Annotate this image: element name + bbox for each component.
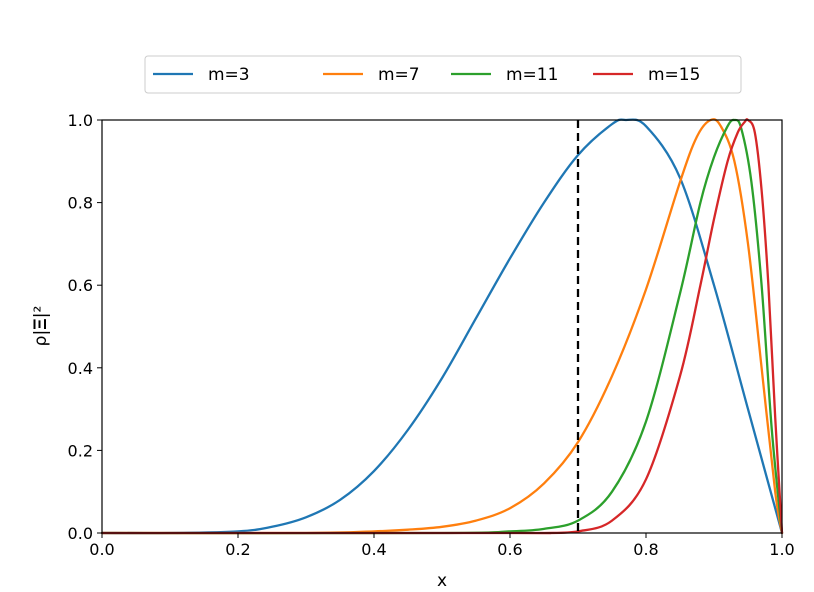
x-tick-label: 0.4: [361, 540, 386, 559]
y-tick-label: 1.0: [68, 111, 93, 130]
legend-label-m-11: m=11: [506, 65, 558, 85]
legend-label-m-15: m=15: [648, 65, 700, 85]
series-line-m-3: [100, 118, 784, 535]
y-tick-label: 0.2: [68, 441, 93, 460]
axis-ticks: 0.0 0.2 0.4 0.6 0.8 1.0 0.0 0.2 0.4 0.6 0.8 1.0: [68, 111, 795, 559]
y-tick-label: 0.4: [68, 359, 93, 378]
y-tick-label: 0.6: [68, 276, 93, 295]
x-tick-label: 0.2: [225, 540, 250, 559]
x-tick-label: 0.6: [497, 540, 522, 559]
x-tick-label: 0.8: [633, 540, 658, 559]
x-tick-label: 0.0: [89, 540, 114, 559]
axes-frame: [101, 119, 783, 534]
series-line-m-11: [100, 118, 784, 535]
legend-box: [144, 55, 742, 94]
y-tick-label: 0.0: [68, 524, 93, 543]
legend: m=3 m=7 m=11 m=15: [144, 55, 742, 94]
y-tick-label: 0.8: [68, 194, 93, 213]
x-tick-label: 1.0: [769, 540, 794, 559]
series-lines: [100, 118, 784, 535]
legend-label-m-7: m=7: [378, 65, 420, 85]
x-axis-label: x: [437, 571, 447, 591]
legend-label-m-3: m=3: [208, 65, 250, 85]
y-axis-label: ρ|𝚵|²: [31, 306, 51, 347]
series-line-m-7: [100, 118, 784, 535]
